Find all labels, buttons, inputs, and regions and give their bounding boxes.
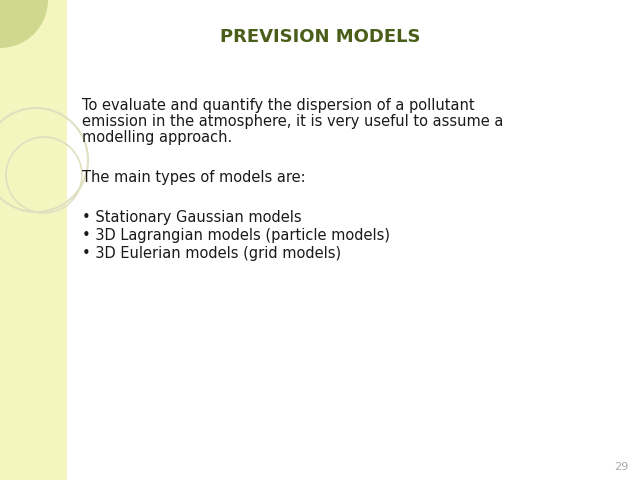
Text: • 3D Lagrangian models (particle models): • 3D Lagrangian models (particle models) <box>82 228 390 243</box>
Wedge shape <box>0 0 48 48</box>
Bar <box>0 0 67 480</box>
Text: emission in the atmosphere, it is very useful to assume a: emission in the atmosphere, it is very u… <box>82 114 504 129</box>
Text: To evaluate and quantify the dispersion of a pollutant: To evaluate and quantify the dispersion … <box>82 98 475 113</box>
Text: • Stationary Gaussian models: • Stationary Gaussian models <box>82 210 301 225</box>
Text: PREVISION MODELS: PREVISION MODELS <box>220 28 420 46</box>
Text: • 3D Eulerian models (grid models): • 3D Eulerian models (grid models) <box>82 246 341 261</box>
Text: The main types of models are:: The main types of models are: <box>82 170 306 185</box>
Text: 29: 29 <box>614 462 628 472</box>
Text: modelling approach.: modelling approach. <box>82 130 232 145</box>
